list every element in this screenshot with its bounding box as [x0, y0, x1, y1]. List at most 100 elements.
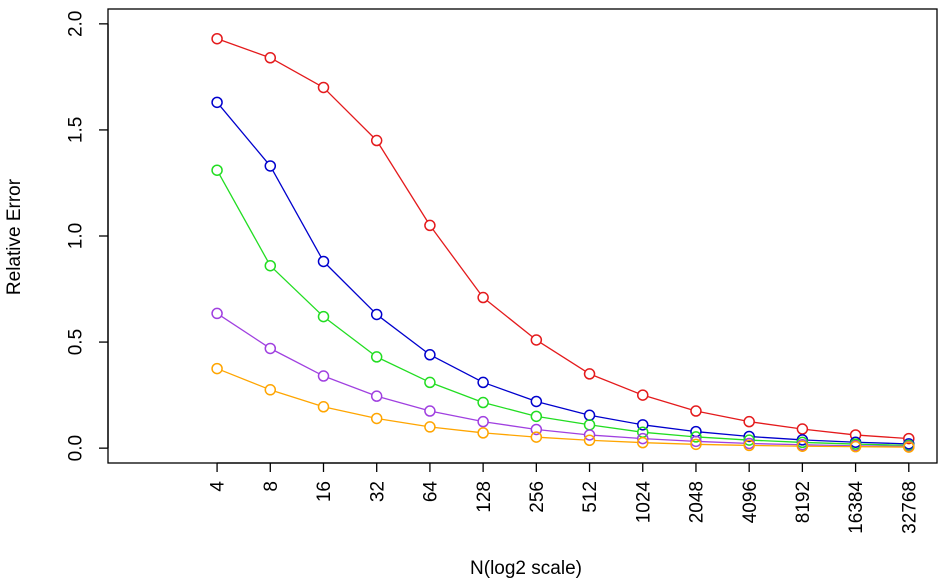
y-tick-label: 2.0: [66, 11, 87, 37]
data-point: [637, 419, 649, 431]
series-line-segment: [221, 39, 266, 57]
data-point: [849, 440, 862, 453]
series-line-segment: [807, 444, 851, 447]
series-line-segment: [487, 403, 532, 416]
series-line-segment: [807, 441, 851, 445]
series-line-segment: [541, 416, 585, 425]
series-line-segment: [487, 383, 532, 401]
series-line-segment: [807, 439, 851, 443]
data-point: [211, 32, 223, 45]
series-line-segment: [220, 315, 267, 347]
series-line-segment: [594, 434, 638, 439]
data-point: [583, 434, 596, 447]
data-point: [530, 423, 543, 436]
data-point: [690, 431, 702, 443]
data-point: [583, 419, 596, 431]
data-point: [370, 308, 383, 321]
data-point: [583, 368, 596, 380]
data-point: [264, 342, 277, 355]
data-point: [477, 291, 489, 304]
data-point: [370, 390, 383, 402]
x-tick-label: 1024: [633, 481, 654, 524]
data-point: [530, 410, 543, 423]
series-line-segment: [380, 316, 427, 353]
data-point: [743, 439, 755, 452]
y-tick-label: 1.5: [66, 117, 87, 143]
series-line-segment: [488, 432, 532, 438]
data-point: [477, 376, 489, 389]
series-line-segment: [594, 424, 638, 433]
series-line-segment: [434, 411, 479, 422]
x-tick-label: 16: [314, 481, 335, 502]
data-point: [317, 401, 330, 413]
data-point: [903, 441, 915, 453]
data-point: [690, 438, 702, 451]
series-line-segment: [218, 174, 269, 262]
series-line-segment: [434, 426, 479, 433]
data-point: [796, 423, 809, 435]
data-point: [211, 307, 223, 320]
x-tick-label: 256: [527, 481, 548, 513]
series-line-segment: [541, 436, 585, 441]
x-tick-label: 64: [421, 481, 442, 503]
data-point: [849, 429, 862, 441]
data-point: [424, 421, 436, 433]
data-point: [264, 160, 277, 172]
series-line-segment: [700, 436, 745, 441]
x-tick-label: 8192: [793, 481, 814, 523]
data-point: [583, 409, 596, 422]
data-point: [211, 164, 223, 176]
data-point: [530, 431, 543, 443]
data-point: [424, 219, 436, 232]
series-line-segment: [754, 421, 798, 430]
series-line-segment: [647, 395, 692, 411]
data-point: [637, 389, 649, 401]
data-point: [743, 430, 755, 443]
series-line-segment: [380, 358, 426, 381]
y-tick-label: 1.0: [66, 223, 87, 249]
series-line-segment: [541, 402, 585, 415]
data-point: [530, 395, 543, 408]
series-line-segment: [647, 424, 692, 432]
data-point: [477, 396, 489, 409]
series-5: [211, 362, 915, 453]
series-line-segment: [434, 383, 479, 402]
series-line-segment: [860, 441, 904, 445]
data-point: [477, 415, 489, 428]
y-tick-label: 0.5: [66, 329, 87, 355]
series-line-segment: [272, 170, 322, 258]
data-point: [424, 349, 436, 361]
series-line-segment: [274, 390, 319, 406]
series-line-segment: [326, 264, 374, 312]
x-tick-label: 16384: [846, 481, 867, 534]
series-line-segment: [219, 105, 268, 163]
series-line-segment: [381, 418, 426, 427]
data-point: [637, 432, 649, 445]
series-line-segment: [700, 411, 745, 422]
series-line-segment: [700, 431, 745, 437]
x-tick-label: 4: [208, 481, 229, 492]
series-line-segment: [593, 375, 639, 394]
data-point: [264, 384, 277, 396]
data-point: [264, 259, 277, 272]
series-line-segment: [647, 438, 692, 442]
series-line-segment: [754, 442, 798, 446]
series-line-segment: [221, 369, 266, 389]
data-point: [477, 427, 489, 439]
data-point: [690, 435, 702, 448]
data-point: [317, 81, 330, 94]
series-line-segment: [432, 229, 481, 294]
data-point: [370, 412, 383, 425]
x-tick-label: 512: [580, 481, 601, 513]
x-tick-label: 4096: [740, 481, 761, 523]
x-tick-label: 128: [474, 481, 495, 513]
y-axis-title: Relative Error: [4, 178, 25, 295]
data-point: [370, 134, 383, 147]
x-tick-label: 32: [367, 481, 388, 502]
series-line-segment: [807, 428, 851, 436]
data-point: [903, 432, 915, 445]
series-line-segment: [326, 90, 374, 138]
data-point: [530, 334, 543, 346]
data-point: [743, 415, 755, 428]
